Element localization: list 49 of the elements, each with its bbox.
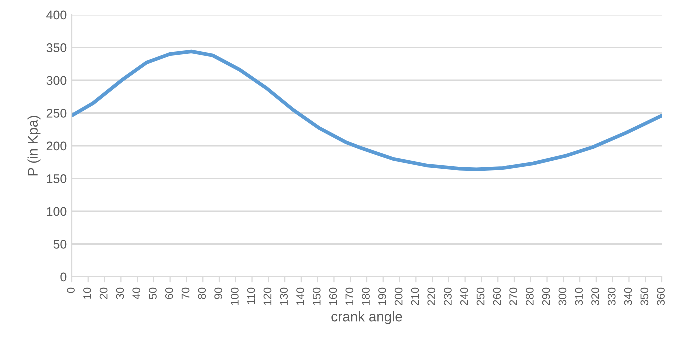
x-tick-label: 0 (67, 288, 75, 294)
x-tick-label: 40 (132, 288, 141, 300)
x-tick-label: 250 (476, 288, 485, 306)
y-tick-label: 0 (60, 272, 67, 282)
x-tick-label: 260 (493, 288, 502, 306)
x-tick-label: 280 (526, 288, 534, 306)
x-tick-label: 230 (444, 288, 452, 306)
y-tick-label: 100 (47, 207, 67, 216)
x-tick-label: 240 (460, 288, 468, 306)
x-tick-label: 20 (100, 288, 108, 300)
x-tick-label: 70 (182, 288, 190, 300)
x-tick-label: 350 (640, 288, 649, 306)
x-tick-label: 290 (542, 288, 550, 306)
x-tick-label: 120 (264, 288, 272, 306)
x-tick-label: 110 (247, 288, 256, 304)
line-series (72, 50, 662, 172)
x-tick-label: 270 (510, 288, 518, 306)
x-tick-label: 10 (84, 288, 92, 299)
x-tick-label: 30 (116, 288, 124, 300)
x-tick-label: 320 (592, 288, 600, 306)
x-tick-label: 90 (214, 288, 222, 300)
x-tick-label: 360 (657, 288, 665, 306)
y-tick-label: 400 (46, 10, 67, 20)
x-tick-label: 340 (624, 288, 632, 306)
y-tick-label: 150 (47, 174, 67, 184)
x-tick-label: 160 (329, 288, 338, 306)
x-tick-label: 330 (608, 288, 616, 306)
y-tick-label: 50 (54, 240, 67, 249)
x-tick-label: 170 (346, 288, 354, 306)
x-tick-label: 220 (428, 288, 436, 306)
y-tick-label: 250 (46, 109, 67, 118)
y-axis-title: P (in Kpa) (28, 116, 41, 176)
x-tick-label: 80 (198, 288, 206, 300)
x-tick-label: 200 (394, 288, 403, 306)
x-tick-label: 100 (231, 288, 239, 306)
x-tick-label: 50 (149, 288, 157, 300)
x-tick-label: 180 (362, 288, 370, 306)
x-tick-label: 150 (312, 288, 321, 306)
x-tick-label: 300 (558, 288, 567, 306)
x-tick-label: 310 (575, 288, 584, 306)
y-tick-label: 300 (46, 76, 67, 86)
y-tick-label: 200 (46, 142, 67, 151)
x-tick-label: 60 (165, 288, 174, 300)
y-tick-label: 350 (46, 44, 67, 52)
x-tick-label: 190 (378, 288, 386, 306)
x-tick-label: 130 (280, 288, 288, 306)
x-tick-label: 140 (296, 288, 304, 306)
x-axis-title: crank angle (332, 312, 402, 324)
x-tick-label: 210 (411, 288, 420, 306)
